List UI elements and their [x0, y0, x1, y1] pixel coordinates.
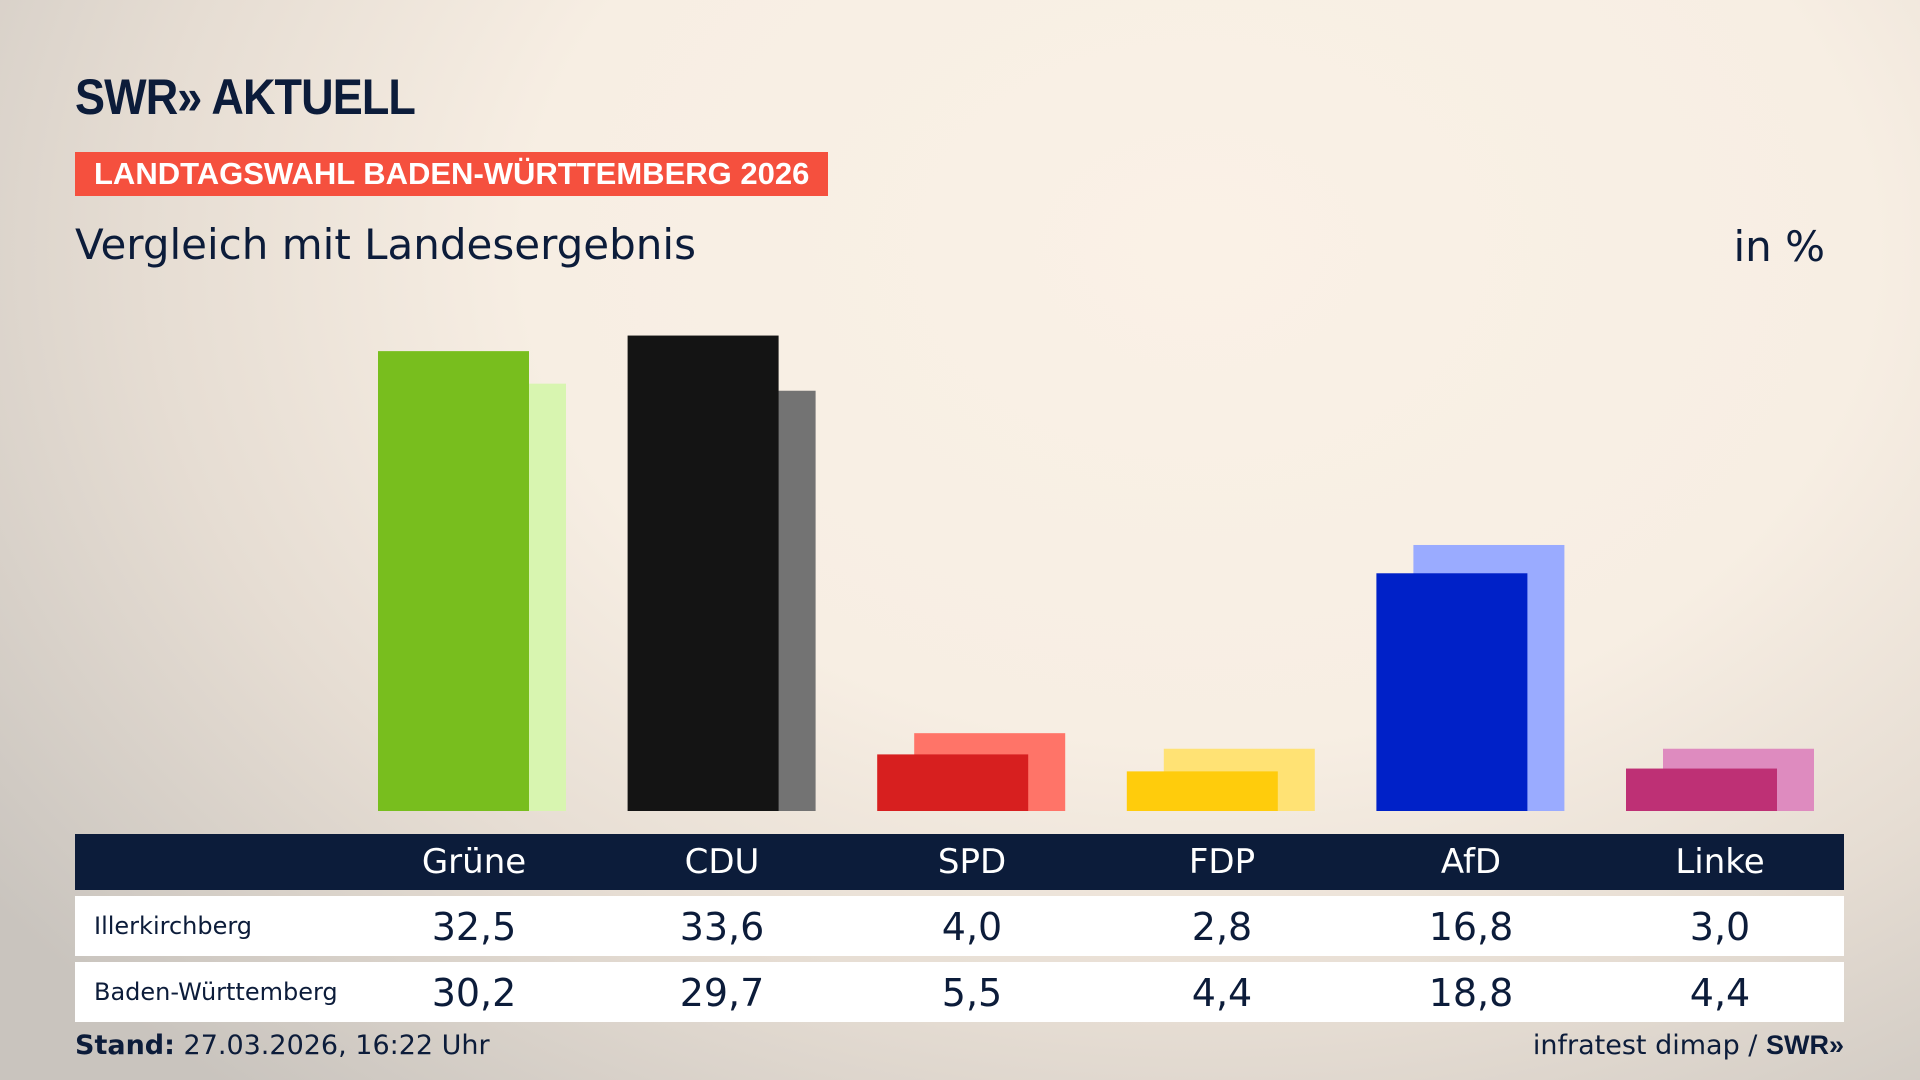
- bar-local-cdu: [627, 335, 779, 811]
- row-label: Baden-Württemberg: [94, 978, 338, 1006]
- bar-local-spd: [877, 754, 1029, 811]
- bar-chart: [378, 335, 1814, 811]
- data-label: 3,0: [1689, 905, 1751, 949]
- table-header: Grüne CDU SPD FDP AfD Linke: [75, 834, 1844, 890]
- stand-value: 27.03.2026, 16:22 Uhr: [183, 1030, 490, 1061]
- source-text: infratest dimap /: [1532, 1030, 1766, 1061]
- bar-local-fdp: [1126, 771, 1278, 811]
- results-table: Grüne CDU SPD FDP AfD Linke Illerkirchberg 32…: [75, 834, 1844, 1022]
- row-label: Illerkirchberg: [94, 912, 253, 940]
- data-label: 5,5: [941, 971, 1003, 1015]
- data-label: 4,4: [1191, 971, 1253, 1015]
- column-header: SPD: [937, 842, 1007, 882]
- bar-local-linke: [1626, 768, 1777, 811]
- data-label: 33,6: [679, 905, 765, 949]
- data-label: 32,5: [431, 905, 517, 949]
- bar-local-grüne: [378, 351, 529, 811]
- data-label: 29,7: [679, 971, 765, 1015]
- column-header: AfD: [1440, 842, 1502, 882]
- unit-label: in %: [1733, 222, 1825, 271]
- column-header: Grüne: [421, 842, 527, 882]
- data-label: 18,8: [1428, 971, 1514, 1015]
- timestamp: Stand: 27.03.2026, 16:22 Uhr: [75, 1030, 490, 1061]
- data-label: 4,0: [941, 905, 1003, 949]
- data-label: 16,8: [1428, 905, 1514, 949]
- swr-aktuell-logo: SWR» AKTUELL: [75, 69, 416, 125]
- data-label: 30,2: [431, 971, 517, 1015]
- stand-label: Stand:: [75, 1030, 175, 1061]
- data-label: 2,8: [1191, 905, 1253, 949]
- table-row: Baden-Württemberg 30,2 29,7 5,5 4,4 18,8 4,4: [75, 962, 1844, 1022]
- column-header: Linke: [1675, 842, 1765, 882]
- bar-local-afd: [1376, 573, 1528, 811]
- column-header: FDP: [1188, 842, 1256, 882]
- election-banner: LANDTAGSWAHL BADEN-WÜRTTEMBERG 2026: [75, 152, 829, 196]
- column-header: CDU: [684, 842, 760, 882]
- swr-logo: SWR»: [1765, 1030, 1844, 1060]
- chart-subtitle: Vergleich mit Landesergebnis: [75, 220, 696, 269]
- table-row: Illerkirchberg 32,5 33,6 4,0 2,8 16,8 3,0: [75, 896, 1844, 956]
- data-label: 4,4: [1689, 971, 1751, 1015]
- source: infratest dimap / SWR»: [1533, 1030, 1844, 1061]
